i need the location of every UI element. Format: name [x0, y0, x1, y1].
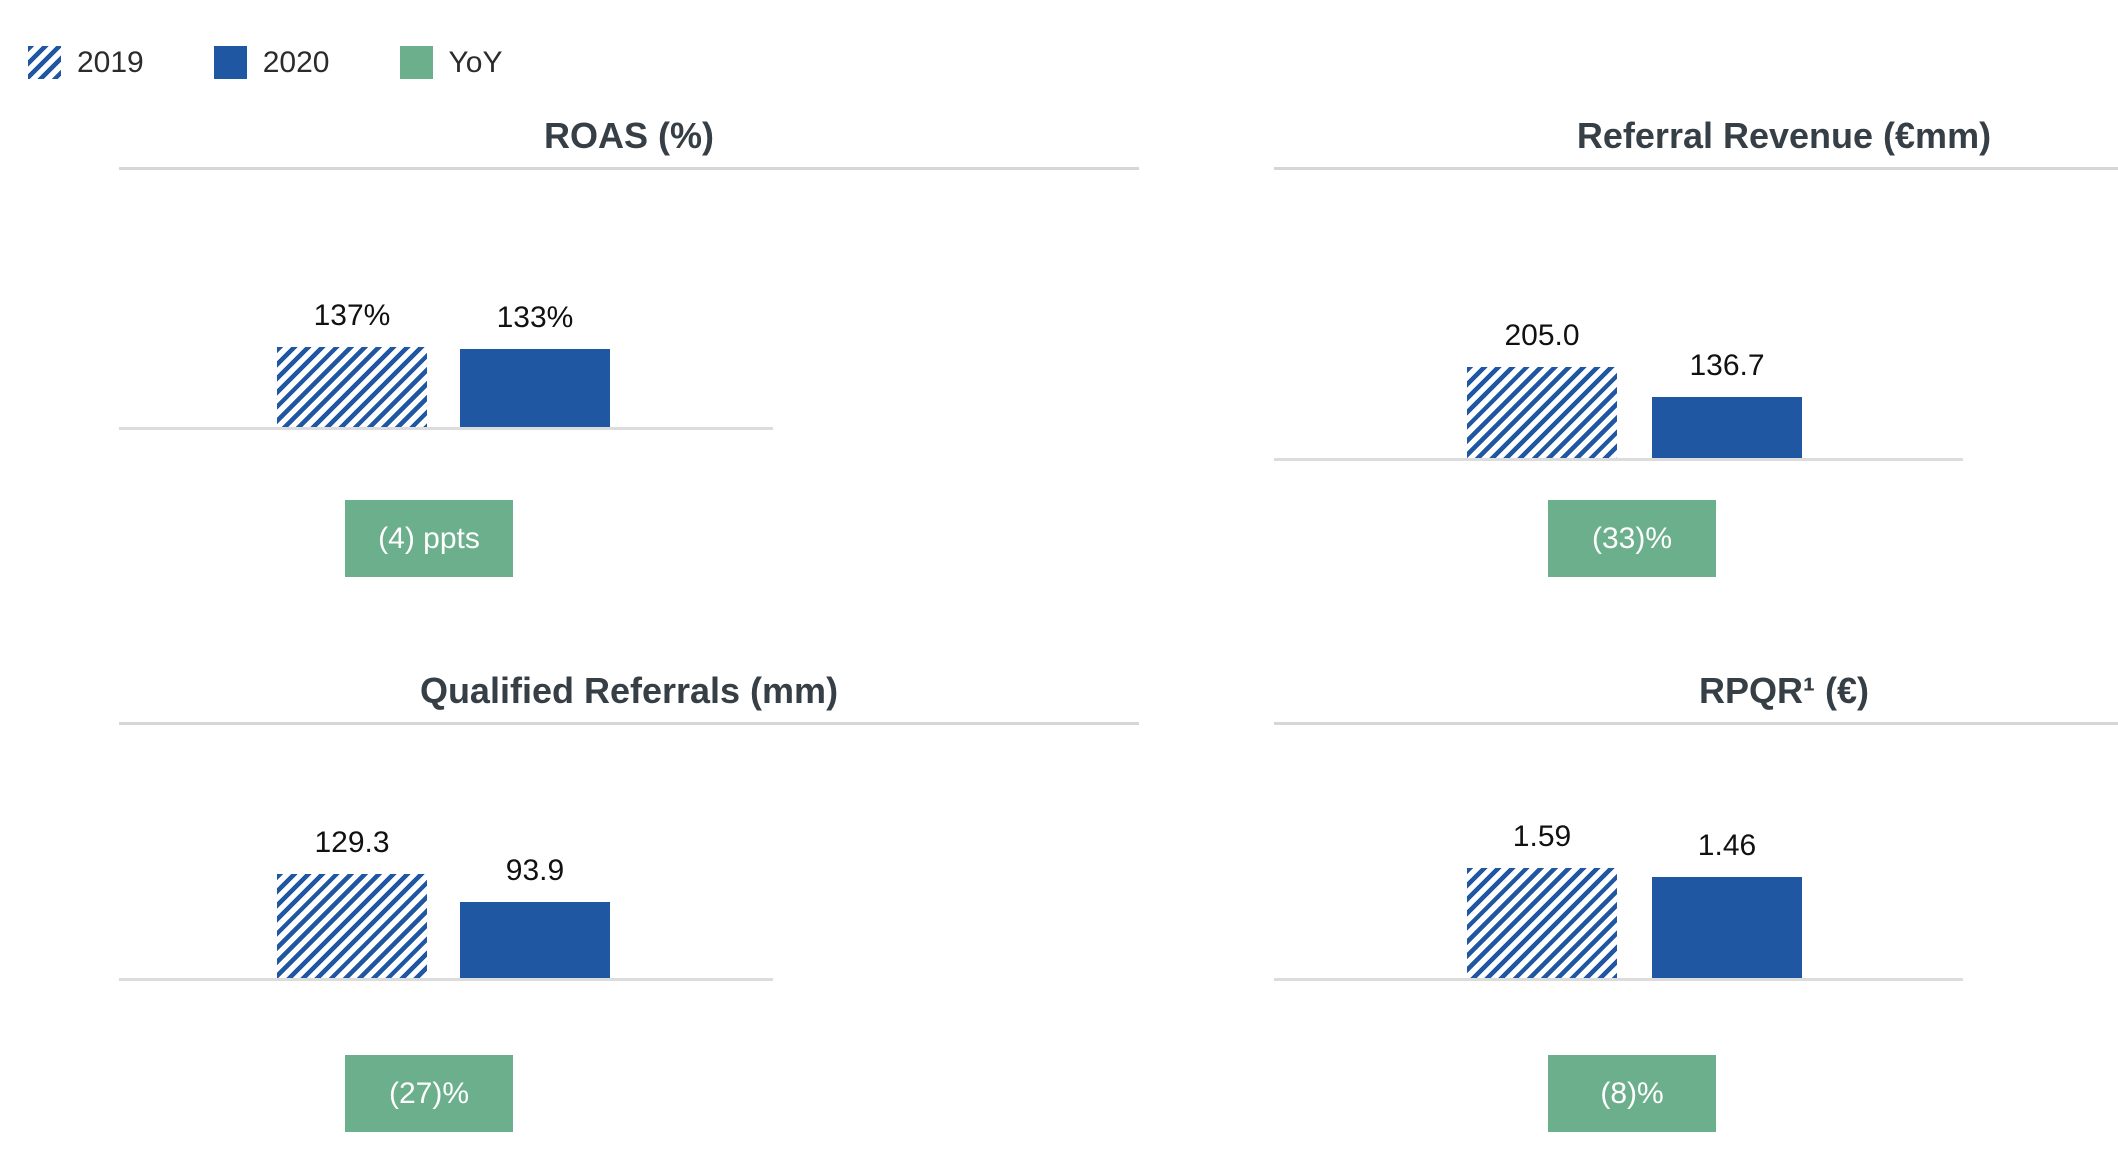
bar-2019-hatched [277, 347, 427, 427]
bar-value-label-2020: 133% [496, 301, 574, 334]
bar-value-label-2020: 93.9 [505, 854, 565, 887]
green-yoy-swatch-icon [399, 46, 433, 79]
yoy-badge-label: (27)% [388, 1076, 470, 1110]
bar-2020-solid [1652, 877, 1802, 978]
bar-value-label-2019: 137% [313, 299, 391, 332]
panel-roas-title: ROAS (%) [544, 115, 714, 156]
panel-qualified-referrals: Qualified Referrals (mm) 129.3 93.9 (27)… [119, 655, 1139, 1155]
yoy-badge: (4) ppts [345, 500, 513, 577]
panel-referral-revenue-title: Referral Revenue (€mm) [1576, 115, 1992, 156]
legend-label-2019: 2019 [77, 46, 144, 79]
title-rule [119, 722, 1139, 725]
hatched-2019-swatch-icon [28, 46, 61, 79]
plot-area: 205.0 136.7 [1274, 167, 1963, 461]
legend-item-2019: 2019 [28, 46, 144, 79]
title-rule [1274, 722, 2118, 725]
bar-2020-solid [460, 349, 610, 427]
axis-baseline [119, 427, 773, 430]
title-rule [119, 167, 1139, 170]
plot-area: 129.3 93.9 [119, 722, 773, 981]
bar-2019-hatched [1467, 868, 1617, 978]
panel-referral-revenue: Referral Revenue (€mm) 205.0 136.7 (33)% [1274, 100, 2118, 600]
panel-rpqr-title: RPQR¹ (€) [1699, 670, 1869, 711]
plot-area: 137% 133% [119, 167, 773, 430]
bar-value-label-2020: 136.7 [1689, 349, 1765, 382]
yoy-badge-label: (4) ppts [378, 521, 480, 555]
bar-value-label-2019: 129.3 [314, 826, 390, 859]
bar-value-label-2019: 1.59 [1512, 820, 1572, 853]
plot-area: 1.59 1.46 [1274, 722, 1963, 981]
yoy-badge-label: (8)% [1600, 1076, 1664, 1110]
solid-2020-swatch-icon [213, 46, 247, 79]
legend-item-yoy: YoY [399, 46, 503, 79]
yoy-badge: (8)% [1548, 1055, 1716, 1132]
bar-2020-solid [460, 902, 610, 978]
bar-2020-solid [1652, 397, 1802, 458]
axis-baseline [119, 978, 773, 981]
title-rule [1274, 167, 2118, 170]
legend-label-yoy: YoY [448, 46, 503, 79]
bar-value-label-2020: 1.46 [1697, 829, 1757, 862]
yoy-badge: (33)% [1548, 500, 1716, 577]
legend-item-2020: 2020 [213, 46, 330, 79]
legend-label-2020: 2020 [262, 46, 330, 79]
yoy-badge: (27)% [345, 1055, 513, 1132]
yoy-badge-label: (33)% [1591, 521, 1673, 555]
panel-qualified-referrals-title: Qualified Referrals (mm) [419, 670, 839, 711]
panel-roas: ROAS (%) 137% 133% (4) ppts [119, 100, 1139, 600]
axis-baseline [1274, 978, 1963, 981]
bar-value-label-2019: 205.0 [1504, 319, 1580, 352]
bar-2019-hatched [1467, 367, 1617, 458]
panel-rpqr: RPQR¹ (€) 1.59 1.46 (8)% [1274, 655, 2118, 1155]
legend: 2019 2020 YoY [28, 46, 572, 79]
axis-baseline [1274, 458, 1963, 461]
bar-2019-hatched [277, 874, 427, 978]
